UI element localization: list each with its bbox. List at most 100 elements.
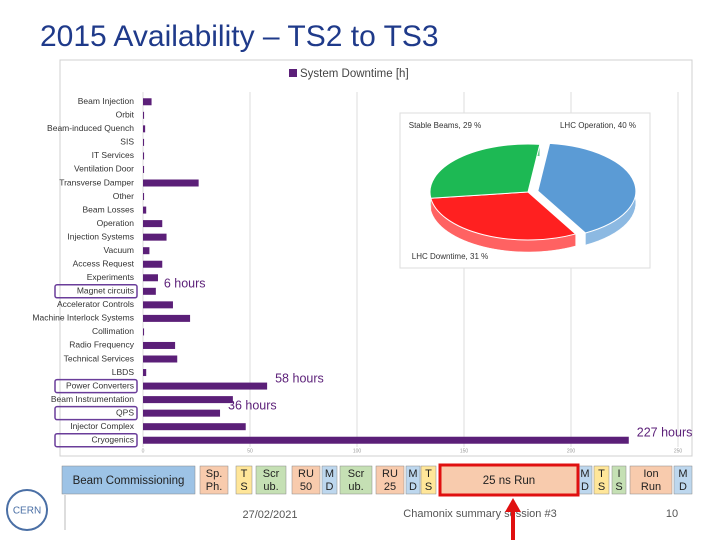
timeline-cell	[420, 465, 437, 495]
pie-label: Stable Beams, 29 %	[409, 121, 481, 130]
y-tick-label: IT Services	[92, 150, 134, 160]
y-tick-label: Accelerator Controls	[57, 299, 134, 309]
y-tick-label: SIS	[120, 137, 134, 147]
timeline-cell	[375, 465, 405, 495]
timeline-label-line: Sp.	[206, 468, 223, 480]
y-tick-label: Orbit	[116, 110, 135, 120]
bar	[143, 328, 145, 336]
timeline-cell	[255, 465, 287, 495]
y-tick-label: Other	[113, 191, 134, 201]
bar	[143, 382, 268, 390]
bar	[143, 193, 145, 201]
bar	[143, 165, 145, 173]
bar	[143, 111, 145, 119]
timeline-cell	[61, 465, 196, 495]
pie-slice	[430, 191, 577, 241]
timeline-label-line: Scr	[263, 468, 280, 480]
timeline-cell	[439, 465, 579, 495]
bar	[143, 369, 147, 377]
footer-date: 27/02/2021	[242, 509, 297, 521]
timeline-cell	[199, 465, 229, 495]
bar	[143, 220, 163, 228]
arrow-head	[505, 498, 521, 512]
timeline-label-line: D	[409, 481, 417, 493]
timeline-label-line: RU	[382, 468, 398, 480]
timeline-label-line: ub.	[263, 481, 278, 493]
bar	[143, 436, 629, 444]
y-tick-label: Experiments	[87, 272, 134, 282]
timeline-label: Scr ub.	[263, 468, 280, 493]
y-tick-label: LBDS	[112, 367, 135, 377]
bar	[143, 396, 233, 404]
timeline-label: Sp. Ph.	[206, 468, 223, 493]
pie-label: LHC Downtime, 31 %	[412, 252, 488, 261]
y-tick-label: Machine Interlock Systems	[32, 313, 134, 323]
footer-page: 10	[666, 508, 678, 520]
y-tick-label: Cryogenics	[91, 434, 134, 444]
y-tick-label: Beam Instrumentation	[51, 394, 134, 404]
highlight-box	[54, 378, 138, 394]
y-tick-label: Beam Injection	[78, 96, 134, 106]
timeline-label-line: T	[241, 468, 248, 480]
timeline-label-line: D	[326, 481, 334, 493]
pie-label: LHC Operation, 40 %	[560, 121, 636, 130]
legend-label: System Downtime [h]	[300, 68, 409, 80]
timeline-label-line: Scr	[348, 468, 365, 480]
timeline-label-line: M	[580, 468, 589, 480]
timeline-label-line: D	[679, 481, 687, 493]
bar	[143, 355, 178, 363]
bar	[143, 274, 158, 282]
timeline-label-line: S	[615, 481, 622, 493]
annotation: 6 hours	[164, 277, 206, 291]
y-tick-label: Technical Services	[64, 353, 134, 363]
bar	[143, 341, 176, 349]
timeline-label: Scr ub.	[348, 468, 365, 493]
pie-slice	[537, 142, 637, 234]
timeline-cell	[321, 465, 338, 495]
timeline-label-line: RU	[298, 468, 314, 480]
y-tick-label: Radio Frequency	[69, 340, 134, 350]
timeline-label-line: T	[598, 468, 605, 480]
bar	[143, 98, 152, 106]
x-tick-label: 200	[567, 448, 576, 454]
y-tick-label: Vacuum	[103, 245, 134, 255]
timeline-cell	[629, 465, 673, 495]
bar	[143, 409, 221, 417]
timeline-label: Beam Commissioning	[73, 475, 185, 487]
timeline-cell	[291, 465, 321, 495]
bar	[143, 423, 246, 431]
svg-text:CERN: CERN	[13, 506, 41, 517]
timeline-label-line: D	[581, 481, 589, 493]
timeline-cell	[611, 465, 627, 495]
timeline-cell	[673, 465, 693, 495]
x-tick-label: 250	[674, 448, 683, 454]
timeline-label: RU 50	[298, 468, 314, 493]
timeline-label-line: I	[617, 468, 620, 480]
annotation: 227 hours	[637, 426, 693, 440]
timeline-cell	[339, 465, 373, 495]
bar	[143, 206, 147, 214]
run-highlight	[438, 463, 580, 497]
bar	[143, 287, 156, 295]
highlight-box	[54, 405, 138, 421]
y-tick-label: Power Converters	[66, 380, 134, 390]
bar	[143, 260, 163, 268]
x-tick-label: 0	[142, 448, 145, 454]
y-tick-label: Operation	[97, 218, 135, 228]
y-tick-label: Access Request	[73, 258, 135, 268]
timeline-label-line: S	[240, 481, 247, 493]
timeline-cell	[593, 465, 610, 495]
pie-slice	[429, 143, 541, 199]
slide-title: 2015 Availability – TS2 to TS3	[40, 20, 439, 53]
y-tick-label: Ventilation Door	[74, 164, 134, 174]
cern-logo: CERN	[6, 489, 48, 531]
y-tick-label: Beam-induced Quench	[47, 123, 134, 133]
bar	[143, 247, 150, 255]
y-tick-label: QPS	[116, 407, 134, 417]
